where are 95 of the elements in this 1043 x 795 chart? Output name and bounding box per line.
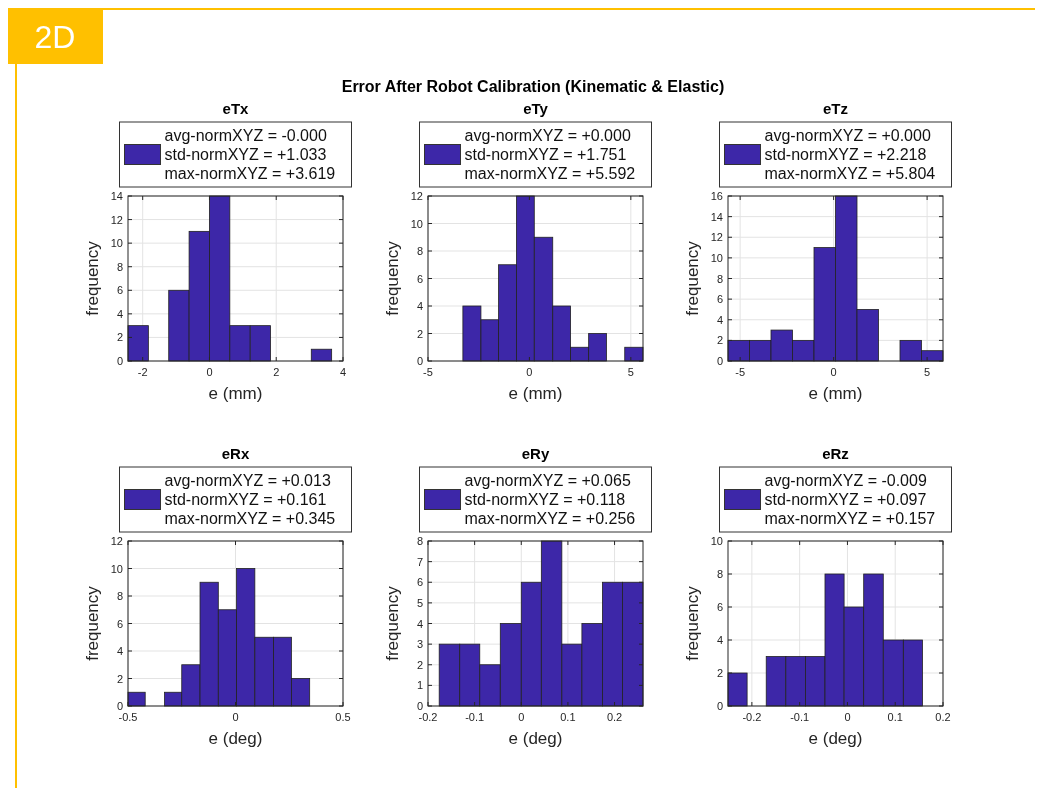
legend-label: avg-normXYZ = +0.000 std-normXYZ = +2.218 max-normXYZ = +5.804 — [764, 127, 936, 182]
x-tick-label: 0.2 — [935, 711, 951, 723]
y-tick-label: 6 — [116, 284, 123, 297]
y-tick-label: 4 — [116, 307, 123, 320]
y-tick-label: 4 — [116, 645, 123, 657]
y-axis-title: frequency — [683, 240, 702, 316]
y-tick-label: 1 — [416, 679, 423, 692]
y-tick-label: 2 — [116, 672, 123, 685]
text: Error After Robot Calibration (Kinematic & Elastic) — [341, 78, 725, 95]
y-tick-label: 8 — [116, 260, 123, 273]
y-tick-label: 2 — [716, 334, 723, 347]
x-axis-title: e (mm) — [808, 384, 863, 403]
x-tick-label: 0.2 — [606, 711, 623, 723]
chart-title: eRx — [221, 445, 250, 462]
y-tick-label: 0 — [416, 700, 423, 712]
y-tick-label: 6 — [716, 293, 723, 306]
text: avg-normXYZ = +0.065 std-normXYZ = +0.118 max-normXYZ = +0.256 — [464, 472, 636, 527]
y-tick-label: 10 — [410, 217, 423, 230]
chart-title: eRy — [521, 445, 550, 462]
text: 2D — [34, 19, 76, 55]
y-tick-label: 2 — [716, 667, 723, 679]
legend-label: avg-normXYZ = +0.000 std-normXYZ = +1.751 max-normXYZ = +5.592 — [464, 127, 636, 182]
y-tick-label: 12 — [110, 213, 123, 226]
y-axis-title: frequency — [83, 240, 102, 316]
chart-title: eRz — [822, 445, 849, 462]
y-tick-label: 4 — [716, 634, 723, 646]
y-tick-label: 14 — [710, 210, 723, 223]
x-tick-label: 0 — [830, 366, 837, 378]
x-tick-label: 5 — [627, 366, 634, 378]
y-tick-label: 0 — [416, 355, 423, 367]
x-tick-label: -0.2 — [418, 711, 438, 723]
y-tick-label: 8 — [716, 272, 723, 285]
x-tick-label: 0.1 — [560, 711, 576, 723]
x-tick-label: -0.1 — [465, 711, 485, 723]
y-tick-label: 8 — [716, 568, 723, 580]
legend-label: avg-normXYZ = +0.013 std-normXYZ = +0.161 max-normXYZ = +0.345 — [164, 472, 336, 527]
y-tick-label: 2 — [416, 327, 423, 340]
y-tick-label: 12 — [710, 231, 723, 244]
y-tick-label: 8 — [116, 590, 123, 602]
y-axis-title: frequency — [383, 585, 402, 661]
x-tick-label: -5 — [735, 366, 746, 378]
y-tick-label: 0 — [116, 700, 123, 712]
y-tick-label: 14 — [110, 190, 123, 202]
y-tick-label: 6 — [716, 601, 723, 613]
y-tick-label: 10 — [710, 535, 723, 547]
x-tick-label: 4 — [339, 366, 347, 378]
x-tick-label: 0 — [526, 366, 533, 378]
x-tick-label: 0 — [206, 366, 213, 378]
y-tick-label: 10 — [110, 562, 123, 575]
y-tick-label: 5 — [416, 596, 423, 609]
y-tick-label: 7 — [416, 555, 423, 568]
y-tick-label: 0 — [116, 355, 123, 367]
y-tick-label: 6 — [416, 576, 423, 589]
chart-title: eTz — [822, 100, 849, 117]
x-axis-title: e (deg) — [508, 729, 563, 748]
x-axis-title: e (mm) — [208, 384, 263, 403]
y-tick-label: 0 — [716, 700, 723, 712]
y-tick-label: 12 — [410, 190, 423, 202]
y-axis-title: frequency — [683, 585, 702, 661]
y-tick-label: 10 — [710, 251, 723, 264]
y-tick-label: 6 — [116, 617, 123, 630]
x-tick-label: 0 — [232, 711, 239, 723]
y-tick-label: 4 — [416, 300, 423, 312]
y-tick-label: 16 — [710, 190, 723, 202]
y-tick-label: 10 — [110, 237, 123, 250]
y-tick-label: 8 — [416, 535, 423, 547]
y-tick-label: 3 — [416, 638, 423, 651]
x-axis-title: e (mm) — [508, 384, 563, 403]
x-tick-label: 0.1 — [887, 711, 903, 723]
x-tick-label: 5 — [924, 366, 931, 378]
x-tick-label: 0 — [518, 711, 525, 723]
y-tick-label: 8 — [416, 245, 423, 257]
legend-label: avg-normXYZ = -0.009 std-normXYZ = +0.097 max-normXYZ = +0.157 — [764, 472, 936, 527]
x-tick-label: -2 — [137, 366, 148, 378]
y-tick-label: 4 — [416, 617, 423, 630]
y-axis-title: frequency — [83, 585, 102, 661]
y-axis-title: frequency — [383, 240, 402, 316]
y-tick-label: 2 — [416, 658, 423, 671]
x-tick-label: -5 — [423, 366, 433, 378]
y-tick-label: 12 — [110, 535, 123, 547]
x-tick-label: -0.1 — [790, 711, 810, 723]
x-axis-title: e (deg) — [208, 729, 263, 748]
chart-title: eTx — [222, 100, 250, 117]
legend-label: avg-normXYZ = -0.000 std-normXYZ = +1.033 max-normXYZ = +3.619 — [164, 127, 336, 182]
x-axis-title: e (deg) — [808, 729, 863, 748]
x-tick-label: -0.5 — [118, 711, 138, 723]
x-tick-label: 0 — [844, 711, 851, 723]
y-tick-label: 6 — [416, 272, 423, 285]
y-tick-label: 2 — [116, 331, 123, 344]
y-tick-label: 4 — [716, 313, 723, 326]
y-tick-label: 0 — [716, 355, 723, 367]
x-tick-label: 0.5 — [335, 711, 351, 723]
x-tick-label: 2 — [273, 366, 280, 378]
x-tick-label: -0.2 — [742, 711, 762, 723]
chart-title: eTy — [523, 100, 549, 117]
